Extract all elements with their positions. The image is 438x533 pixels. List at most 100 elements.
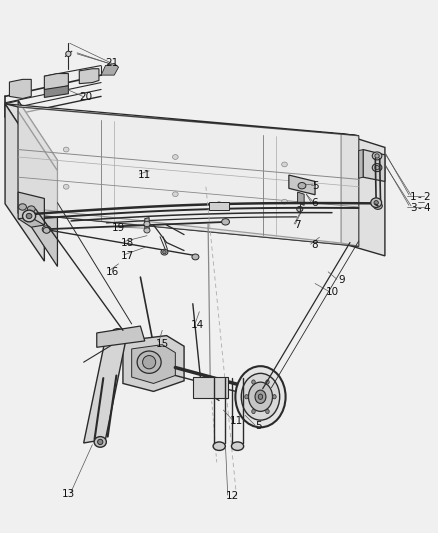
Text: 5: 5 — [255, 421, 261, 431]
Text: 18: 18 — [121, 238, 134, 247]
Text: 13: 13 — [62, 489, 75, 499]
Ellipse shape — [252, 380, 255, 384]
Ellipse shape — [22, 210, 35, 222]
Ellipse shape — [372, 152, 382, 160]
Text: 14: 14 — [191, 320, 204, 330]
Polygon shape — [5, 101, 57, 164]
Ellipse shape — [371, 198, 381, 207]
Ellipse shape — [252, 409, 255, 414]
Polygon shape — [18, 207, 359, 246]
Ellipse shape — [248, 382, 272, 411]
Text: 6: 6 — [312, 198, 318, 208]
Polygon shape — [132, 345, 175, 383]
Ellipse shape — [258, 394, 263, 399]
Ellipse shape — [374, 200, 378, 205]
Text: 20: 20 — [79, 92, 92, 102]
Ellipse shape — [375, 165, 379, 169]
Polygon shape — [97, 326, 145, 348]
Ellipse shape — [192, 254, 199, 260]
Ellipse shape — [245, 394, 248, 399]
Ellipse shape — [266, 409, 269, 414]
Text: 3: 3 — [410, 203, 417, 213]
Text: 16: 16 — [106, 267, 119, 277]
Polygon shape — [5, 104, 359, 136]
Polygon shape — [297, 192, 304, 205]
Ellipse shape — [374, 203, 382, 209]
Text: 19: 19 — [112, 223, 125, 233]
Polygon shape — [18, 107, 359, 246]
Ellipse shape — [162, 251, 166, 254]
Text: 5: 5 — [312, 181, 318, 191]
Ellipse shape — [298, 182, 306, 189]
Ellipse shape — [241, 373, 280, 420]
Bar — [193, 377, 228, 398]
Text: 1: 1 — [410, 192, 417, 203]
Text: 11: 11 — [230, 416, 243, 426]
Polygon shape — [289, 175, 315, 195]
Ellipse shape — [18, 204, 26, 210]
Ellipse shape — [213, 442, 225, 450]
Text: 12: 12 — [226, 491, 239, 501]
Ellipse shape — [161, 249, 168, 255]
Polygon shape — [363, 150, 385, 181]
Ellipse shape — [144, 221, 150, 227]
Text: -: - — [417, 203, 421, 213]
Ellipse shape — [27, 206, 35, 212]
Polygon shape — [341, 134, 385, 256]
Ellipse shape — [235, 366, 286, 427]
Text: 10: 10 — [326, 287, 339, 297]
Polygon shape — [123, 336, 184, 391]
Polygon shape — [359, 150, 363, 178]
Polygon shape — [44, 86, 68, 98]
Ellipse shape — [231, 442, 244, 450]
Bar — [209, 201, 229, 210]
Ellipse shape — [115, 332, 120, 337]
Ellipse shape — [137, 351, 161, 373]
Ellipse shape — [144, 228, 150, 233]
Ellipse shape — [282, 162, 287, 167]
Polygon shape — [79, 69, 99, 84]
Polygon shape — [18, 192, 44, 225]
Ellipse shape — [375, 154, 379, 158]
Ellipse shape — [143, 356, 155, 369]
Text: 11: 11 — [138, 170, 152, 180]
Polygon shape — [145, 217, 149, 231]
Text: 2: 2 — [423, 192, 430, 203]
Ellipse shape — [26, 213, 32, 219]
Ellipse shape — [64, 147, 69, 152]
Polygon shape — [18, 111, 57, 266]
Ellipse shape — [273, 394, 276, 399]
Ellipse shape — [66, 51, 71, 56]
Ellipse shape — [255, 390, 266, 403]
Ellipse shape — [215, 202, 223, 209]
Ellipse shape — [111, 329, 124, 341]
Ellipse shape — [266, 380, 269, 384]
Ellipse shape — [173, 192, 178, 197]
Polygon shape — [341, 134, 359, 246]
Polygon shape — [44, 74, 68, 90]
Text: 9: 9 — [338, 276, 345, 285]
Polygon shape — [101, 63, 119, 75]
Ellipse shape — [42, 226, 51, 233]
Text: 4: 4 — [423, 203, 430, 213]
Ellipse shape — [94, 437, 106, 447]
Polygon shape — [5, 104, 44, 261]
Ellipse shape — [282, 199, 287, 204]
Polygon shape — [10, 79, 31, 99]
Ellipse shape — [297, 206, 303, 212]
Text: -: - — [417, 192, 421, 203]
Polygon shape — [18, 217, 44, 227]
Ellipse shape — [222, 219, 230, 225]
Text: 8: 8 — [312, 240, 318, 250]
Ellipse shape — [64, 184, 69, 189]
Ellipse shape — [372, 164, 382, 172]
Text: 7: 7 — [294, 220, 301, 230]
Ellipse shape — [98, 439, 103, 445]
Polygon shape — [84, 333, 127, 443]
Text: 15: 15 — [155, 338, 169, 349]
Polygon shape — [18, 101, 57, 171]
Text: 17: 17 — [121, 251, 134, 261]
Text: 21: 21 — [106, 59, 119, 68]
Ellipse shape — [43, 228, 50, 233]
Ellipse shape — [173, 155, 178, 159]
